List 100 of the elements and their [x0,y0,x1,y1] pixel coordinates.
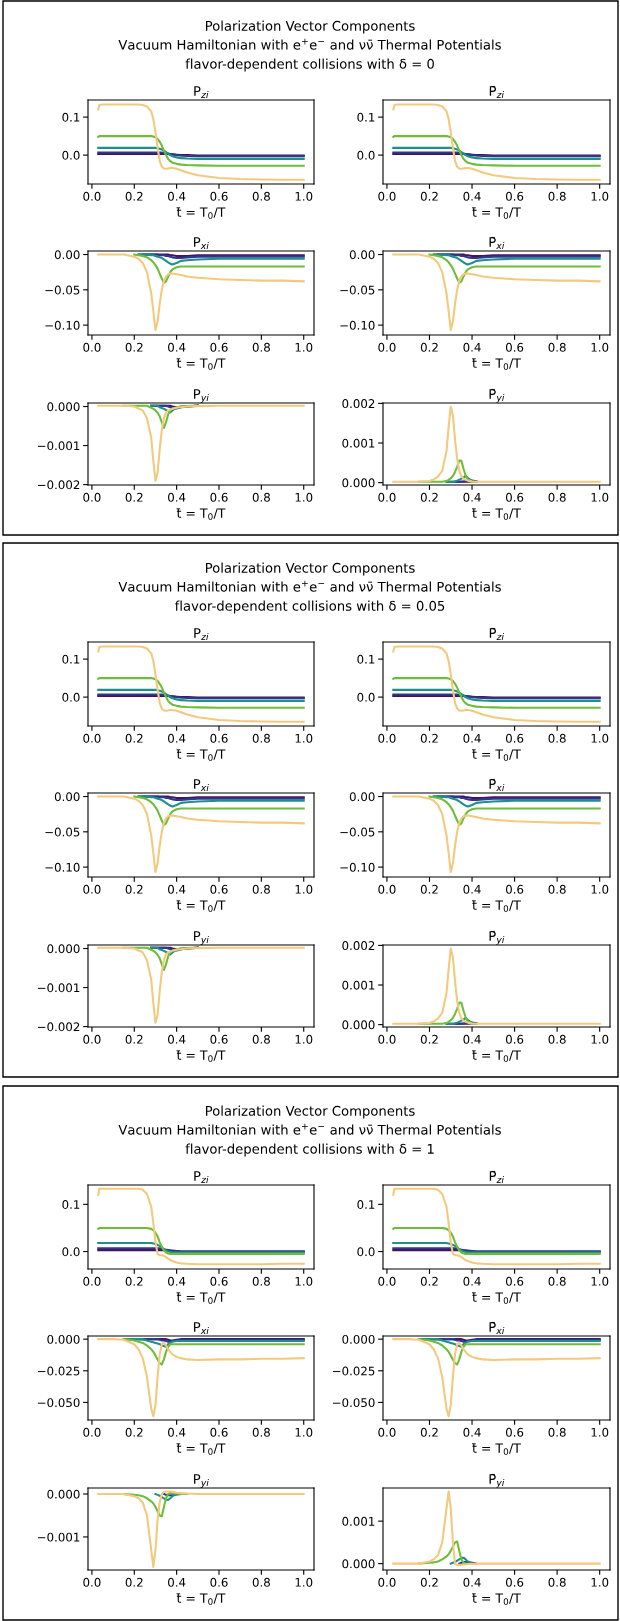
x-tick-label: 0.4 [463,1276,481,1286]
x-tick-label: 0.8 [548,342,566,352]
x-tick-label: 0.6 [210,733,228,743]
x-axis-title: t̄ = T$_{0}$/T [176,749,226,761]
line-series [122,1338,305,1366]
x-tick-label: 0.8 [548,1427,566,1437]
x-tick-label: 0.0 [83,1276,101,1286]
chart-title: P$_{zi}$ [194,1171,209,1183]
x-tick-label: 0.0 [378,884,396,894]
line-series [392,405,601,483]
x-tick-label: 1.0 [591,1577,609,1587]
chart-title: P̄$_{zi}$ [489,85,504,98]
chart-title: P̄$_{xi}$ [489,778,505,791]
line-series [97,677,305,709]
y-tick-label: 0.001 [342,438,375,448]
x-tick-label: 0.0 [83,342,101,352]
y-tick-label: 0.001 [342,1516,375,1526]
y-tick-label: −0.002 [37,1022,80,1032]
line-series [97,135,305,167]
y-tick-label: 0.002 [342,941,375,951]
y-tick-label: 0.000 [47,1334,80,1344]
chart-title: P$_{zi}$ [194,86,209,98]
x-tick-label: 0.0 [378,191,396,201]
x-tick-label: 0.0 [378,1276,396,1286]
line-series [392,1226,601,1255]
y-tick-label: −0.05 [45,827,80,837]
x-tick-label: 0.6 [505,1276,524,1286]
x-tick-label: 0.6 [505,733,524,743]
x-tick-label: 0.6 [210,342,228,352]
y-tick-label: 0.1 [357,112,375,122]
chart-title: P$_{yi}$ [194,931,209,945]
x-tick-label: 0.0 [83,492,101,502]
line-series [392,103,601,181]
x-tick-label: 0.8 [252,884,270,894]
y-tick-label: 0.1 [62,654,80,664]
x-tick-label: 0.6 [210,1276,228,1286]
x-tick-label: 1.0 [295,191,313,201]
y-tick-label: −0.025 [332,1366,375,1376]
x-tick-label: 1.0 [591,1276,609,1286]
x-tick-label: 0.4 [463,1427,481,1437]
line-series [154,1492,178,1502]
x-tick-label: 0.8 [548,733,566,743]
line-series [392,1490,601,1566]
chart-title: P̄$_{yi}$ [489,930,505,945]
x-tick-label: 0.2 [420,1427,438,1437]
line-series [428,253,601,284]
y-tick-label: 0.00 [349,250,375,260]
chart-title: P̄$_{zi}$ [489,1170,504,1183]
y-tick-label: 0.000 [47,402,80,412]
x-tick-label: 0.0 [83,1034,101,1044]
x-tick-label: 0.0 [378,342,396,352]
x-tick-label: 0.0 [378,492,396,502]
x-tick-label: 1.0 [295,884,313,894]
x-tick-label: 0.8 [548,1034,566,1044]
x-tick-label: 0.8 [252,1276,270,1286]
x-tick-label: 0.2 [125,191,143,201]
x-tick-label: 1.0 [295,1276,313,1286]
y-tick-label: 0.000 [47,1489,80,1499]
x-tick-label: 0.4 [168,1577,186,1587]
x-tick-label: 0.8 [252,492,270,502]
line-series [392,135,601,167]
x-tick-label: 0.4 [168,1276,186,1286]
chart-title: P$_{xi}$ [194,237,209,249]
line-series [392,645,601,723]
y-tick-label: −0.05 [340,285,375,295]
x-tick-label: 0.4 [168,492,186,502]
line-series [432,795,601,808]
x-tick-label: 0.6 [505,492,524,502]
x-tick-label: 0.8 [252,1577,270,1587]
x-tick-label: 0.4 [463,492,481,502]
x-tick-label: 0.6 [505,1034,524,1044]
x-tick-label: 0.8 [548,492,566,502]
y-tick-label: −0.001 [37,441,80,451]
y-tick-label: 0.1 [357,1200,375,1209]
chart-title: P$_{yi}$ [194,389,209,403]
x-tick-label: 0.4 [463,733,481,743]
text: Polarization Vector Components Vacuum Hamiltonian with e$^{+}$e$^{−}$ and νν̄ Thermal Potentials flavor-dependent collisions with δ = 0 [118,20,501,72]
x-tick-label: 1.0 [295,342,313,352]
line-series [97,946,305,1024]
x-tick-label: 0.2 [420,342,438,352]
y-tick-label: −0.002 [37,480,80,490]
x-tick-label: 0.8 [548,191,566,201]
x-tick-label: 0.0 [83,1577,101,1587]
x-tick-label: 1.0 [295,733,313,743]
y-tick-label: −0.05 [340,827,375,837]
x-tick-label: 0.2 [125,1427,143,1437]
line-series [417,1338,601,1366]
chart-title: P̄$_{xi}$ [489,236,505,249]
line-series [432,253,601,266]
x-tick-label: 0.2 [125,1034,143,1044]
x-tick-label: 1.0 [295,492,313,502]
x-tick-label: 1.0 [295,1427,313,1437]
y-tick-label: 0.000 [342,1559,375,1569]
x-tick-label: 0.2 [420,1276,438,1286]
chart-title: P$_{xi}$ [194,1322,209,1334]
y-tick-label: 0.00 [349,792,375,802]
y-tick-label: 0.002 [342,399,375,409]
x-tick-label: 0.0 [378,1427,396,1437]
line-series [392,1187,601,1266]
x-tick-label: 0.0 [378,1577,396,1587]
